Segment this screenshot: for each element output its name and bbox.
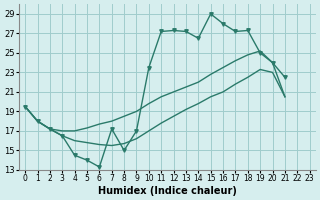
X-axis label: Humidex (Indice chaleur): Humidex (Indice chaleur) xyxy=(98,186,237,196)
